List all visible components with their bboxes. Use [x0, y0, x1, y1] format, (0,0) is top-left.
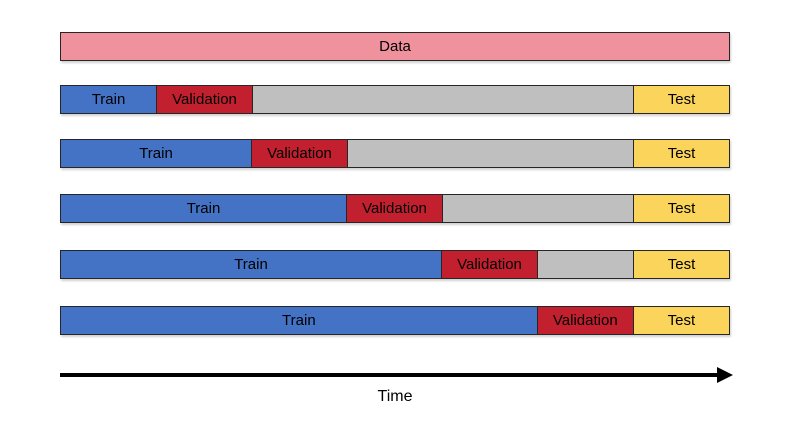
segment-label: Test — [667, 312, 696, 329]
segment-test: Test — [634, 139, 730, 168]
segment-validation: Validation — [347, 194, 443, 223]
segment-label: Train — [186, 200, 221, 217]
segment-label: Validation — [362, 200, 427, 217]
segment-label: Data — [379, 38, 411, 55]
segment-validation: Validation — [157, 85, 253, 114]
segment-unused — [348, 139, 634, 168]
segment-train: Train — [60, 85, 157, 114]
segment-test: Test — [634, 85, 730, 114]
segment-validation: Validation — [252, 139, 348, 168]
time-axis-arrowhead-icon — [717, 367, 733, 383]
segment-label: Train — [139, 145, 173, 162]
data-bar: Data — [60, 32, 730, 61]
split-row-4: Train Validation Test — [60, 250, 730, 279]
segment-train: Train — [60, 250, 442, 279]
split-row-2: Train Validation Test — [60, 139, 730, 168]
segment-label: Test — [667, 256, 696, 273]
split-row-1: Train Validation Test — [60, 85, 730, 114]
segment-test: Test — [634, 194, 730, 223]
segment-unused — [253, 85, 634, 114]
split-row-5: Train Validation Test — [60, 306, 730, 335]
time-axis-line — [60, 373, 720, 377]
segment-label: Test — [667, 200, 696, 217]
segment-data: Data — [60, 32, 730, 61]
segment-label: Train — [91, 91, 126, 108]
segment-label: Train — [282, 312, 316, 329]
segment-train: Train — [60, 306, 538, 335]
segment-label: Validation — [552, 312, 618, 329]
segment-test: Test — [633, 306, 730, 335]
segment-label: Train — [234, 256, 268, 273]
segment-validation: Validation — [537, 306, 634, 335]
split-row-3: Train Validation Test — [60, 194, 730, 223]
segment-label: Validation — [267, 145, 332, 162]
segment-unused — [443, 194, 634, 223]
segment-label: Validation — [172, 91, 237, 108]
time-axis-label: Time — [377, 388, 413, 405]
segment-train: Train — [60, 139, 252, 168]
segment-label: Test — [667, 145, 696, 162]
segment-label: Test — [667, 91, 696, 108]
segment-unused — [538, 250, 634, 279]
segment-validation: Validation — [442, 250, 538, 279]
segment-train: Train — [60, 194, 347, 223]
segment-test: Test — [634, 250, 730, 279]
segment-label: Validation — [457, 256, 522, 273]
